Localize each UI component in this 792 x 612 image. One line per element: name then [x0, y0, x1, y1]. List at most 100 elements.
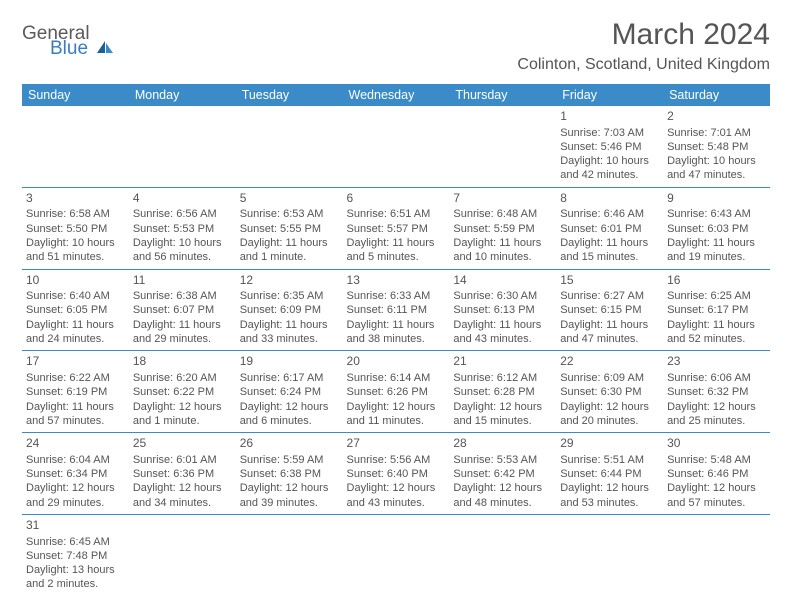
sunrise-text: Sunrise: 6:17 AM [240, 371, 339, 385]
daylight-text: Daylight: 12 hours [453, 481, 552, 495]
sunrise-text: Sunrise: 5:51 AM [560, 453, 659, 467]
day-number: 14 [453, 273, 552, 289]
calendar-cell: 12Sunrise: 6:35 AMSunset: 6:09 PMDayligh… [236, 269, 343, 351]
daylight-text: Daylight: 12 hours [560, 400, 659, 414]
day-number: 17 [26, 354, 125, 370]
day-number: 27 [347, 436, 446, 452]
sunset-text: Sunset: 6:24 PM [240, 385, 339, 399]
daylight-text: Daylight: 13 hours [26, 563, 125, 577]
daylight-text: and 51 minutes. [26, 250, 125, 264]
sunset-text: Sunset: 6:07 PM [133, 303, 232, 317]
daylight-text: Daylight: 10 hours [133, 236, 232, 250]
daylight-text: and 57 minutes. [26, 414, 125, 428]
calendar-cell: 4Sunrise: 6:56 AMSunset: 5:53 PMDaylight… [129, 187, 236, 269]
sunrise-text: Sunrise: 6:33 AM [347, 289, 446, 303]
sunset-text: Sunset: 6:13 PM [453, 303, 552, 317]
sunrise-text: Sunrise: 6:22 AM [26, 371, 125, 385]
sunset-text: Sunset: 6:09 PM [240, 303, 339, 317]
sunrise-text: Sunrise: 6:56 AM [133, 207, 232, 221]
sunrise-text: Sunrise: 6:12 AM [453, 371, 552, 385]
daylight-text: Daylight: 12 hours [347, 481, 446, 495]
day-number: 1 [560, 109, 659, 125]
calendar-cell: 15Sunrise: 6:27 AMSunset: 6:15 PMDayligh… [556, 269, 663, 351]
calendar-cell: 29Sunrise: 5:51 AMSunset: 6:44 PMDayligh… [556, 433, 663, 515]
calendar-cell-empty [449, 514, 556, 595]
daylight-text: Daylight: 11 hours [240, 318, 339, 332]
daylight-text: and 2 minutes. [26, 577, 125, 591]
daylight-text: Daylight: 12 hours [133, 400, 232, 414]
calendar-cell: 2Sunrise: 7:01 AMSunset: 5:48 PMDaylight… [663, 106, 770, 187]
calendar-cell: 7Sunrise: 6:48 AMSunset: 5:59 PMDaylight… [449, 187, 556, 269]
daylight-text: and 11 minutes. [347, 414, 446, 428]
sunset-text: Sunset: 6:01 PM [560, 222, 659, 236]
logo: General Blue [22, 24, 115, 59]
day-number: 22 [560, 354, 659, 370]
calendar-cell: 1Sunrise: 7:03 AMSunset: 5:46 PMDaylight… [556, 106, 663, 187]
calendar-cell: 5Sunrise: 6:53 AMSunset: 5:55 PMDaylight… [236, 187, 343, 269]
calendar-body: 1Sunrise: 7:03 AMSunset: 5:46 PMDaylight… [22, 106, 770, 596]
calendar-cell: 22Sunrise: 6:09 AMSunset: 6:30 PMDayligh… [556, 351, 663, 433]
daylight-text: and 19 minutes. [667, 250, 766, 264]
daylight-text: Daylight: 11 hours [26, 318, 125, 332]
calendar-cell-empty [236, 514, 343, 595]
sunrise-text: Sunrise: 6:35 AM [240, 289, 339, 303]
day-number: 24 [26, 436, 125, 452]
sunrise-text: Sunrise: 6:09 AM [560, 371, 659, 385]
weekday-header: Monday [129, 84, 236, 106]
day-number: 20 [347, 354, 446, 370]
daylight-text: and 6 minutes. [240, 414, 339, 428]
sunrise-text: Sunrise: 6:01 AM [133, 453, 232, 467]
sunrise-text: Sunrise: 5:53 AM [453, 453, 552, 467]
sunset-text: Sunset: 6:17 PM [667, 303, 766, 317]
daylight-text: Daylight: 11 hours [667, 318, 766, 332]
daylight-text: and 56 minutes. [133, 250, 232, 264]
title-block: March 2024 Colinton, Scotland, United Ki… [517, 18, 770, 76]
sunset-text: Sunset: 6:28 PM [453, 385, 552, 399]
sunrise-text: Sunrise: 6:45 AM [26, 535, 125, 549]
daylight-text: Daylight: 12 hours [453, 400, 552, 414]
daylight-text: and 38 minutes. [347, 332, 446, 346]
daylight-text: Daylight: 11 hours [240, 236, 339, 250]
day-number: 16 [667, 273, 766, 289]
calendar-row: 24Sunrise: 6:04 AMSunset: 6:34 PMDayligh… [22, 433, 770, 515]
daylight-text: and 34 minutes. [133, 496, 232, 510]
calendar-cell: 21Sunrise: 6:12 AMSunset: 6:28 PMDayligh… [449, 351, 556, 433]
sail-icon [95, 39, 115, 59]
sunset-text: Sunset: 6:32 PM [667, 385, 766, 399]
calendar-cell-empty [663, 514, 770, 595]
weekday-header: Saturday [663, 84, 770, 106]
day-number: 18 [133, 354, 232, 370]
day-number: 4 [133, 191, 232, 207]
day-number: 15 [560, 273, 659, 289]
calendar-table: SundayMondayTuesdayWednesdayThursdayFrid… [22, 84, 770, 596]
sunrise-text: Sunrise: 6:38 AM [133, 289, 232, 303]
day-number: 11 [133, 273, 232, 289]
sunset-text: Sunset: 5:55 PM [240, 222, 339, 236]
daylight-text: Daylight: 11 hours [347, 236, 446, 250]
logo-blue: Blue [22, 39, 115, 59]
header: General Blue March 2024 Colinton, Scotla… [22, 18, 770, 76]
sunrise-text: Sunrise: 6:20 AM [133, 371, 232, 385]
sunrise-text: Sunrise: 7:01 AM [667, 126, 766, 140]
sunset-text: Sunset: 6:30 PM [560, 385, 659, 399]
calendar-cell: 26Sunrise: 5:59 AMSunset: 6:38 PMDayligh… [236, 433, 343, 515]
weekday-header: Sunday [22, 84, 129, 106]
daylight-text: Daylight: 12 hours [667, 400, 766, 414]
calendar-row: 10Sunrise: 6:40 AMSunset: 6:05 PMDayligh… [22, 269, 770, 351]
daylight-text: and 20 minutes. [560, 414, 659, 428]
sunset-text: Sunset: 5:46 PM [560, 140, 659, 154]
calendar-cell: 31Sunrise: 6:45 AMSunset: 7:48 PMDayligh… [22, 514, 129, 595]
calendar-cell: 20Sunrise: 6:14 AMSunset: 6:26 PMDayligh… [343, 351, 450, 433]
daylight-text: Daylight: 12 hours [240, 481, 339, 495]
day-number: 12 [240, 273, 339, 289]
daylight-text: and 10 minutes. [453, 250, 552, 264]
calendar-row: 3Sunrise: 6:58 AMSunset: 5:50 PMDaylight… [22, 187, 770, 269]
daylight-text: and 29 minutes. [133, 332, 232, 346]
daylight-text: and 53 minutes. [560, 496, 659, 510]
sunset-text: Sunset: 6:46 PM [667, 467, 766, 481]
sunrise-text: Sunrise: 6:43 AM [667, 207, 766, 221]
calendar-cell: 25Sunrise: 6:01 AMSunset: 6:36 PMDayligh… [129, 433, 236, 515]
daylight-text: Daylight: 11 hours [453, 318, 552, 332]
daylight-text: and 42 minutes. [560, 168, 659, 182]
sunrise-text: Sunrise: 6:46 AM [560, 207, 659, 221]
